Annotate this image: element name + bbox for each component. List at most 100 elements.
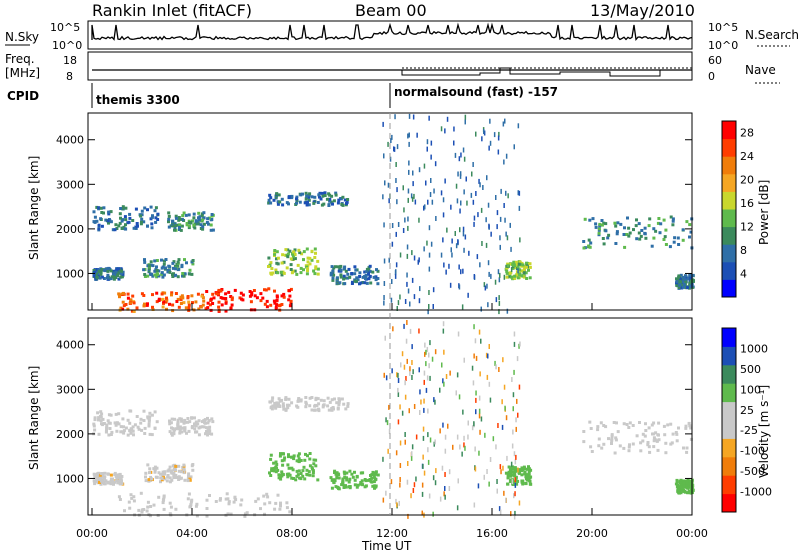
data-cell	[497, 135, 500, 141]
data-cell	[326, 396, 330, 400]
data-cell	[176, 264, 180, 268]
data-cell	[422, 463, 424, 469]
y-tick-label: 1000	[56, 472, 84, 485]
data-cell	[179, 302, 183, 305]
data-cell	[517, 123, 520, 129]
data-cell	[344, 407, 348, 411]
x-tick-label: 08:00	[276, 527, 308, 540]
data-cell	[102, 277, 106, 280]
data-cell	[623, 245, 627, 249]
data-cell	[264, 288, 268, 292]
data-cell	[122, 431, 126, 435]
data-cell	[626, 216, 629, 220]
data-cell	[124, 206, 128, 210]
data-cell	[488, 381, 491, 387]
data-cell	[458, 284, 461, 290]
data-cell	[165, 479, 169, 483]
data-cell	[273, 404, 277, 408]
data-cell	[269, 474, 273, 477]
data-cell	[387, 182, 390, 188]
data-cell	[411, 444, 414, 450]
data-cell	[515, 417, 517, 423]
data-cell	[106, 419, 110, 423]
data-cell	[190, 425, 194, 428]
data-cell	[518, 500, 521, 506]
freq-label: Freq.	[5, 52, 35, 66]
data-cell	[523, 470, 527, 474]
data-cell	[135, 222, 139, 225]
data-cell	[623, 226, 626, 230]
data-cell	[399, 482, 401, 488]
data-cell	[428, 352, 430, 358]
data-cell	[161, 470, 165, 474]
data-cell	[295, 195, 299, 199]
data-cell	[348, 477, 352, 481]
data-cell	[408, 113, 411, 119]
data-cell	[528, 276, 532, 280]
data-cell	[382, 194, 384, 200]
data-cell	[318, 195, 321, 199]
data-cell	[160, 476, 164, 480]
data-cell	[185, 431, 188, 435]
data-cell	[510, 246, 512, 252]
data-cell	[281, 463, 285, 467]
data-cell	[505, 266, 509, 270]
data-cell	[276, 256, 280, 260]
data-cell	[143, 260, 147, 264]
data-cell	[425, 387, 428, 393]
data-cell	[496, 479, 498, 484]
data-cell	[652, 421, 656, 425]
data-cell	[610, 433, 614, 437]
data-cell	[435, 216, 437, 221]
data-cell	[290, 401, 294, 405]
data-cell	[457, 331, 460, 337]
data-cell	[444, 486, 446, 491]
data-cell	[155, 420, 159, 424]
data-cell	[411, 250, 413, 256]
data-cell	[209, 223, 213, 227]
data-cell	[496, 210, 499, 216]
data-cell	[128, 212, 132, 216]
data-cell	[464, 445, 466, 451]
data-cell	[456, 372, 459, 378]
data-cell	[296, 399, 300, 403]
data-cell	[692, 279, 695, 283]
data-cell	[162, 497, 166, 501]
data-cell	[165, 298, 169, 302]
data-cell	[615, 230, 619, 234]
data-cell	[142, 409, 146, 413]
data-cell	[160, 272, 164, 276]
data-cell	[177, 469, 181, 473]
data-cell	[666, 423, 670, 427]
data-cell	[411, 451, 413, 457]
data-cell	[116, 267, 120, 271]
data-cell	[449, 370, 451, 376]
data-cell	[477, 483, 480, 489]
data-cell	[503, 203, 505, 208]
data-cell	[444, 128, 446, 134]
data-cell	[475, 191, 477, 196]
data-cell	[173, 417, 176, 421]
data-cell	[162, 507, 166, 511]
data-cell	[93, 215, 97, 219]
data-cell	[404, 432, 406, 437]
data-cell	[635, 434, 639, 438]
data-cell	[497, 423, 499, 428]
data-cell	[511, 473, 515, 477]
data-cell	[274, 268, 278, 272]
data-cell	[295, 272, 299, 276]
y-tick-label: 2000	[56, 223, 84, 236]
data-cell	[406, 272, 408, 278]
data-cell	[353, 272, 357, 276]
data-cell	[269, 406, 273, 410]
data-cell	[266, 495, 270, 499]
data-cell	[137, 508, 141, 512]
data-cell	[208, 494, 211, 497]
data-cell	[679, 491, 683, 495]
data-cell	[93, 473, 97, 477]
data-cell	[401, 410, 404, 416]
data-cell	[330, 486, 334, 490]
data-cell	[372, 480, 376, 484]
data-cell	[483, 130, 486, 136]
data-cell	[353, 483, 357, 487]
